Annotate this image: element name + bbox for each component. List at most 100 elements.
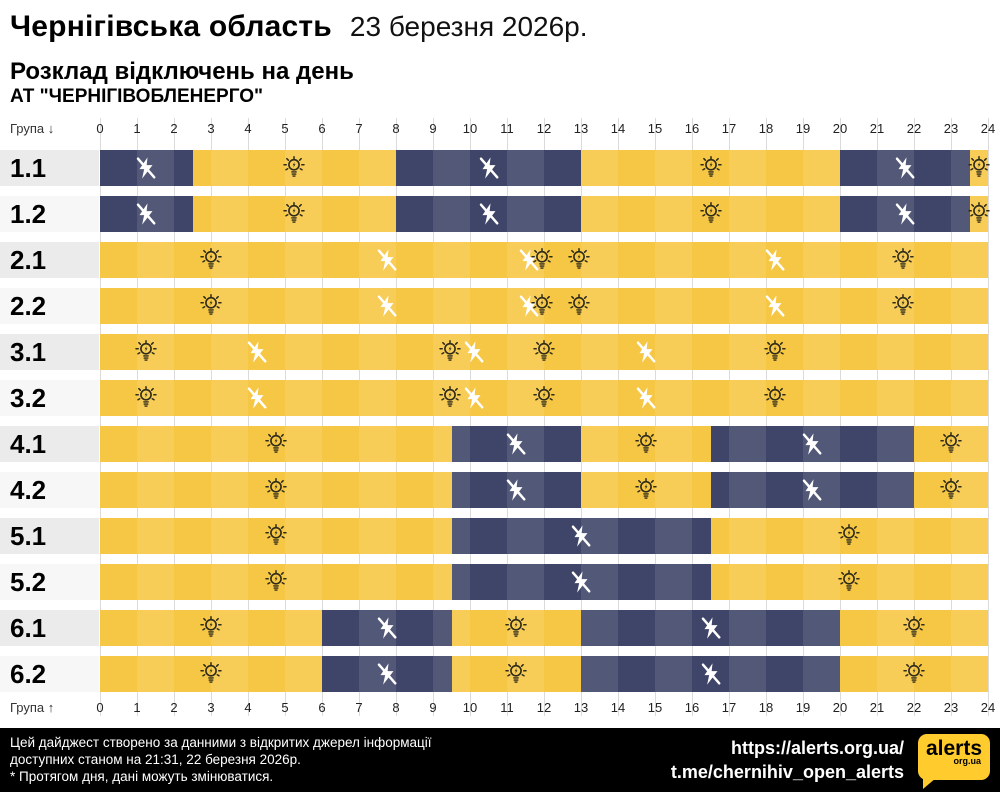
hour-axis-top: Група ↓ 0 1 2 3 4 5 6 7 8 9 10 11 12 13 14 15 16 17 18 19 20… (0, 121, 1000, 137)
hour-tick-label: 20 (832, 700, 848, 715)
flash-off-icon (799, 431, 825, 457)
hour-tick-label: 8 (392, 700, 400, 715)
bulb-icon (529, 293, 555, 319)
flash-off-icon (374, 293, 400, 319)
flash-off-icon (374, 247, 400, 273)
bulb-icon (529, 247, 555, 273)
gridline-hour-17 (729, 118, 730, 716)
hour-tick-label: 17 (721, 700, 737, 715)
gridline-hour-3 (211, 118, 212, 716)
header-row: Чернігівська область 23 березня 2026р. (10, 10, 588, 44)
gridline-hour-13 (581, 118, 582, 716)
gridline-hour-20 (840, 118, 841, 716)
bulb-icon (437, 385, 463, 411)
schedule-row-6.2: 6.2 (0, 656, 1000, 692)
bulb-icon (437, 339, 463, 365)
timeline-track (100, 610, 988, 646)
hour-tick-label: 16 (684, 700, 700, 715)
hour-tick-label: 16 (684, 121, 700, 136)
timeline-track (100, 656, 988, 692)
hour-tick-label: 10 (462, 121, 478, 136)
flash-off-icon (503, 477, 529, 503)
gridline-hour-8 (396, 118, 397, 716)
gridline-hour-11 (507, 118, 508, 716)
flash-off-icon (633, 339, 659, 365)
gridline-hour-15 (655, 118, 656, 716)
flash-off-icon (476, 155, 502, 181)
gridline-hour-10 (470, 118, 471, 716)
logo-subtext: org.ua (953, 756, 981, 766)
hour-tick-label: 1 (133, 121, 141, 136)
bulb-icon (698, 201, 724, 227)
logo-speech-tail (923, 778, 936, 789)
hour-tick-label: 21 (869, 700, 885, 715)
flash-off-icon (698, 661, 724, 687)
timeline-track (100, 380, 988, 416)
hour-tick-label: 12 (536, 121, 552, 136)
segment-power-on (969, 196, 988, 232)
flash-off-icon (892, 155, 918, 181)
gridline-hour-9 (433, 118, 434, 716)
hour-tick-label: 15 (647, 700, 663, 715)
flash-off-icon (762, 247, 788, 273)
flash-off-icon (461, 339, 487, 365)
hour-tick-label: 20 (832, 121, 848, 136)
timeline-track (100, 518, 988, 554)
group-label: 2.1 (0, 242, 99, 278)
hour-tick-label: 18 (758, 700, 774, 715)
gridline-hour-12 (544, 118, 545, 716)
flash-off-icon (633, 385, 659, 411)
telegram-url: t.me/chernihiv_open_alerts (670, 762, 904, 782)
hour-tick-label: 24 (980, 121, 996, 136)
schedule-row-6.1: 6.1 (0, 610, 1000, 646)
hour-tick-label: 17 (721, 121, 737, 136)
group-label: 4.2 (0, 472, 99, 508)
bulb-icon (281, 155, 307, 181)
bulb-icon (890, 247, 916, 273)
flash-off-icon (892, 201, 918, 227)
hour-tick-label: 11 (500, 700, 514, 715)
date-label: 23 березня 2026р. (349, 11, 588, 42)
hour-tick-label: 10 (462, 700, 478, 715)
hour-tick-label: 5 (281, 121, 289, 136)
flash-off-icon (244, 339, 270, 365)
group-label: 6.2 (0, 656, 99, 692)
hour-tick-label: 6 (318, 700, 326, 715)
schedule-row-5.1: 5.1 (0, 518, 1000, 554)
gridline-hour-5 (285, 118, 286, 716)
page-title: Чернігівська область (10, 10, 332, 43)
flash-off-icon (476, 201, 502, 227)
schedule-row-5.2: 5.2 (0, 564, 1000, 600)
group-axis-label-bottom: Група ↑ (10, 700, 55, 715)
gridline-hour-6 (322, 118, 323, 716)
group-label: 2.2 (0, 288, 99, 324)
timeline-track (100, 150, 990, 186)
schedule-row-1.2: 1.2 (0, 196, 1000, 232)
hour-tick-label: 23 (943, 121, 959, 136)
hour-tick-label: 19 (795, 700, 811, 715)
bulb-icon (633, 477, 659, 503)
group-label: 1.1 (0, 150, 99, 186)
flash-off-icon (698, 615, 724, 641)
hour-tick-label: 8 (392, 121, 400, 136)
hour-tick-label: 12 (536, 700, 552, 715)
bulb-icon (198, 293, 224, 319)
group-axis-label-top: Група ↓ (10, 121, 55, 136)
hour-axis-bottom: Група ↑ 0 1 2 3 4 5 6 7 8 9 10 11 12 13 14 15 16 17 18 19 20… (0, 700, 1000, 716)
hour-tick-label: 2 (170, 700, 178, 715)
gridline-hour-23 (951, 118, 952, 716)
hour-tick-label: 22 (906, 121, 922, 136)
bulb-icon (836, 523, 862, 549)
flash-off-icon (133, 201, 159, 227)
footer-line-2: доступних станом на 21:31, 22 березня 20… (10, 752, 301, 767)
bulb-icon (901, 615, 927, 641)
bulb-icon (966, 155, 992, 181)
company-name: АТ "ЧЕРНІГІВОБЛЕНЕРГО" (10, 86, 264, 107)
hour-tick-label: 7 (355, 700, 363, 715)
flash-off-icon (374, 661, 400, 687)
schedule-row-1.1: 1.1 (0, 150, 1000, 186)
bulb-icon (762, 385, 788, 411)
hour-tick-label: 18 (758, 121, 774, 136)
bulb-icon (263, 431, 289, 457)
